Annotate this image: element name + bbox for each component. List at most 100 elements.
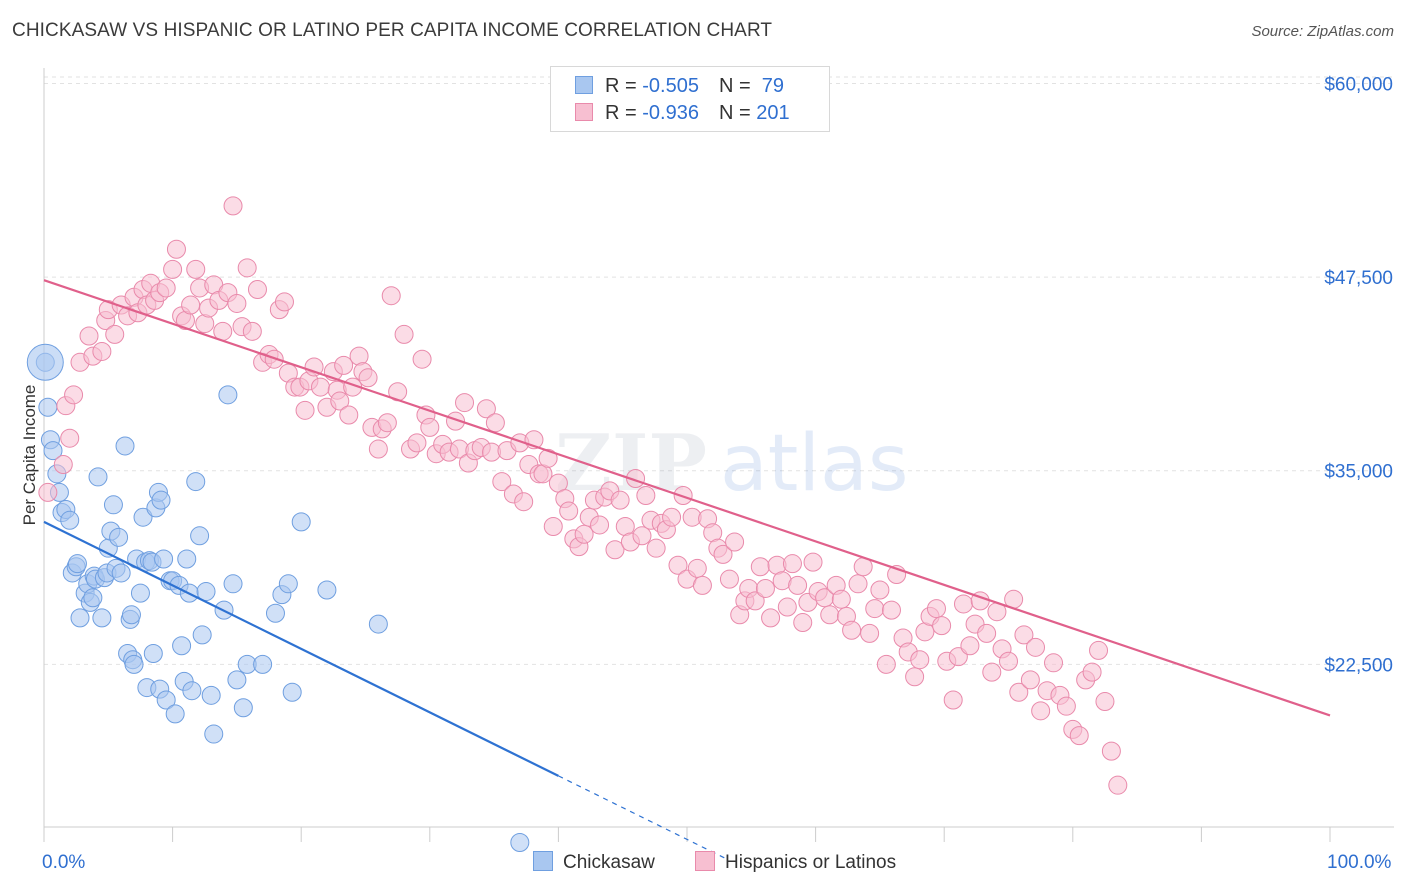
legend-r-value: -0.505 (642, 75, 699, 97)
y-tick-labels: $22,500 $35,000 $47,500 $60,000 (1324, 74, 1393, 676)
point-chickasaw-70 (253, 654, 273, 674)
point-hispanic-131 (719, 569, 739, 589)
point-chickasaw-66 (223, 574, 243, 594)
point-hispanic-147 (803, 552, 823, 572)
point-hispanic-144 (788, 575, 808, 595)
point-hispanic-35 (223, 196, 243, 216)
point-hispanic-56 (330, 391, 350, 411)
bottom-legend-label: Hispanics or Latinos (725, 852, 897, 873)
point-hispanic-165 (905, 667, 925, 687)
point-chickasaw-59 (190, 526, 210, 546)
point-hispanic-21 (156, 278, 176, 298)
point-hispanic-100 (559, 501, 579, 521)
legend-n-value: 201 (756, 102, 790, 124)
bottom-legend-label: Chickasaw (563, 852, 655, 873)
point-chickasaw-65 (218, 385, 238, 405)
point-hispanic-64 (368, 439, 388, 459)
point-hispanic-40 (247, 280, 267, 300)
point-hispanic-136 (745, 591, 765, 611)
point-hispanic-158 (865, 599, 885, 619)
point-hispanic-8 (92, 341, 112, 361)
point-hispanic-184 (1009, 682, 1029, 702)
point-hispanic-29 (195, 314, 215, 334)
point-chickasaw-12 (70, 608, 90, 628)
point-hispanic-80 (455, 393, 475, 413)
series-layer (26, 196, 1128, 852)
point-hispanic-39 (242, 321, 262, 341)
point-hispanic-22 (163, 259, 183, 279)
point-chickasaw-16 (83, 588, 103, 608)
point-hispanic-188 (1031, 701, 1051, 721)
point-chickasaw-20 (92, 608, 112, 628)
point-hispanic-132 (725, 532, 745, 552)
point-hispanic-49 (295, 400, 315, 420)
point-hispanic-78 (446, 411, 466, 431)
point-hispanic-172 (943, 690, 963, 710)
point-chickasaw-1 (38, 397, 58, 417)
point-hispanic-169 (926, 599, 946, 619)
point-hispanic-26 (181, 295, 201, 315)
point-hispanic-4 (64, 385, 84, 405)
point-hispanic-0 (38, 482, 58, 502)
point-hispanic-157 (860, 623, 880, 643)
point-hispanic-3 (60, 428, 80, 448)
trend-line-hispanic (43, 279, 1331, 717)
point-chickasaw-46 (151, 490, 171, 510)
point-hispanic-186 (1020, 670, 1040, 690)
trend-line-extension-chickasaw (558, 775, 726, 859)
point-hispanic-52 (310, 377, 330, 397)
point-hispanic-120 (662, 507, 682, 527)
point-hispanic-145 (793, 613, 813, 633)
point-hispanic-11 (105, 324, 125, 344)
watermark: ZIP atlas (555, 418, 909, 509)
trend-line-chickasaw (43, 520, 559, 777)
point-chickasaw-8 (60, 510, 80, 530)
point-chickasaw-53 (172, 636, 192, 656)
point-hispanic-192 (1056, 696, 1076, 716)
point-chickasaw-36 (130, 583, 150, 603)
point-chickasaw-27 (109, 527, 129, 547)
point-chickasaw-34 (124, 654, 144, 674)
point-chickasaw-71 (265, 603, 285, 623)
point-hispanic-121 (668, 555, 688, 575)
point-chickasaw-73 (278, 574, 298, 594)
point-hispanic-115 (636, 486, 656, 506)
point-hispanic-69 (394, 324, 414, 344)
point-hispanic-175 (960, 636, 980, 656)
point-hispanic-103 (574, 524, 594, 544)
point-hispanic-74 (420, 417, 440, 437)
point-hispanic-182 (999, 651, 1018, 671)
point-hispanic-160 (876, 654, 896, 674)
point-hispanic-91 (514, 492, 534, 512)
point-hispanic-185 (1014, 625, 1034, 645)
x-tick-label-1: 100.0% (1327, 852, 1392, 873)
point-hispanic-166 (910, 650, 930, 670)
point-hispanic-36 (227, 293, 247, 313)
point-hispanic-152 (831, 589, 851, 609)
x-tick-label-0: 0.0% (42, 852, 86, 873)
point-hispanic-110 (610, 490, 630, 510)
legend-swatch-chickasaw (575, 76, 593, 94)
series-chickasaw (26, 343, 530, 852)
point-hispanic-66 (377, 413, 397, 433)
point-hispanic-159 (870, 580, 890, 600)
legend-row-chickasaw: R = -0.505 N = 79 (575, 75, 784, 101)
point-hispanic-51 (304, 357, 324, 377)
bottom-legend-hispanic: Hispanics or Latinos (695, 851, 896, 874)
point-hispanic-174 (953, 594, 973, 614)
point-hispanic-97 (543, 516, 563, 536)
point-chickasaw-78 (510, 832, 530, 852)
y-tick-label-0: $22,500 (1324, 655, 1393, 676)
point-hispanic-67 (381, 286, 401, 306)
y-tick-label-3: $60,000 (1324, 74, 1393, 95)
legend-n-value: 79 (756, 75, 785, 97)
point-hispanic-58 (339, 405, 359, 425)
point-chickasaw-67 (227, 670, 247, 690)
bottom-legend-swatch-hispanic (695, 851, 715, 871)
y-tick-label-2: $47,500 (1324, 268, 1393, 289)
trend-layer (43, 279, 1331, 859)
point-hispanic-143 (782, 554, 802, 574)
point-chickasaw-48 (156, 690, 176, 710)
legend-n-label: N = (718, 75, 757, 97)
